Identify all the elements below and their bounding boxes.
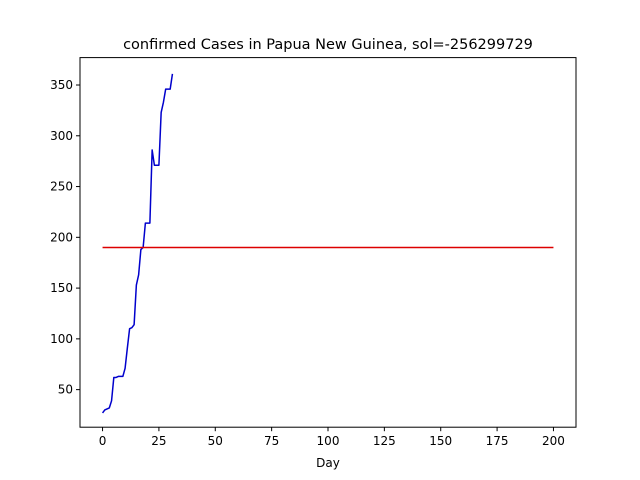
y-tick-label: 350 [50, 78, 73, 92]
x-tick-label: 175 [486, 434, 509, 448]
x-tick-label: 25 [151, 434, 166, 448]
y-tick-label: 100 [50, 332, 73, 346]
x-axis-ticks: 0 25 50 75 100 125 150 175 200 [99, 427, 565, 448]
chart-title: confirmed Cases in Papua New Guinea, sol… [123, 37, 533, 53]
x-axis-label: Day [316, 456, 340, 470]
y-tick-label: 300 [50, 129, 73, 143]
y-tick-label: 250 [50, 180, 73, 194]
x-tick-label: 125 [373, 434, 396, 448]
plot-lines [101, 73, 554, 414]
x-tick-label: 50 [208, 434, 223, 448]
y-tick-label: 150 [50, 281, 73, 295]
x-tick-label: 0 [99, 434, 107, 448]
y-tick-label: 200 [50, 230, 73, 244]
x-tick-label: 75 [264, 434, 279, 448]
y-tick-label: 50 [58, 383, 73, 397]
x-tick-label: 150 [429, 434, 452, 448]
series-line-0 [101, 73, 174, 414]
x-tick-label: 200 [542, 434, 565, 448]
y-axis-ticks: 50 100 150 200 250 300 350 [50, 78, 80, 397]
x-tick-label: 100 [317, 434, 340, 448]
